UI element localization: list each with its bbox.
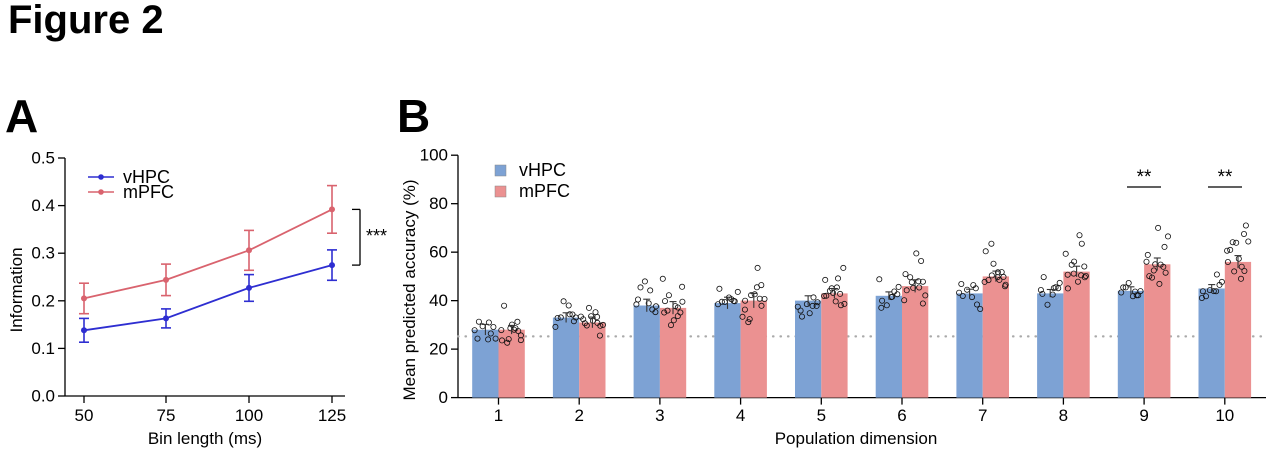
- svg-text:Mean predicted accuracy (%): Mean predicted accuracy (%): [400, 179, 419, 400]
- svg-text:B: B: [397, 90, 430, 142]
- svg-text:10: 10: [1215, 406, 1234, 425]
- svg-text:8: 8: [1059, 406, 1068, 425]
- svg-text:4: 4: [736, 406, 745, 425]
- svg-text:***: ***: [366, 226, 387, 246]
- svg-text:0.2: 0.2: [31, 291, 55, 310]
- svg-text:0.4: 0.4: [31, 196, 55, 215]
- svg-text:1: 1: [494, 406, 503, 425]
- svg-text:100: 100: [420, 146, 448, 165]
- svg-text:6: 6: [897, 406, 906, 425]
- svg-text:0.5: 0.5: [31, 149, 55, 168]
- svg-text:0: 0: [439, 388, 448, 407]
- svg-text:Population dimension: Population dimension: [775, 429, 938, 448]
- svg-text:50: 50: [75, 406, 94, 425]
- svg-text:vHPC: vHPC: [519, 160, 566, 180]
- svg-text:Bin length (ms): Bin length (ms): [148, 429, 262, 448]
- svg-text:3: 3: [655, 406, 664, 425]
- svg-text:100: 100: [235, 406, 263, 425]
- svg-text:20: 20: [429, 340, 448, 359]
- svg-text:**: **: [1137, 167, 1152, 188]
- svg-text:40: 40: [429, 291, 448, 310]
- svg-text:A: A: [5, 90, 38, 142]
- svg-text:0.1: 0.1: [31, 339, 55, 358]
- svg-text:60: 60: [429, 243, 448, 262]
- svg-text:2: 2: [574, 406, 583, 425]
- svg-text:5: 5: [817, 406, 826, 425]
- svg-text:mPFC: mPFC: [123, 182, 174, 202]
- svg-text:Figure 2: Figure 2: [8, 0, 164, 42]
- svg-text:Information: Information: [7, 247, 26, 332]
- svg-text:80: 80: [429, 194, 448, 213]
- svg-text:125: 125: [318, 406, 346, 425]
- svg-text:7: 7: [978, 406, 987, 425]
- svg-text:0.0: 0.0: [31, 387, 55, 406]
- svg-text:0.3: 0.3: [31, 244, 55, 263]
- svg-text:mPFC: mPFC: [519, 181, 570, 201]
- svg-text:**: **: [1218, 167, 1233, 188]
- svg-text:9: 9: [1139, 406, 1148, 425]
- svg-text:75: 75: [157, 406, 176, 425]
